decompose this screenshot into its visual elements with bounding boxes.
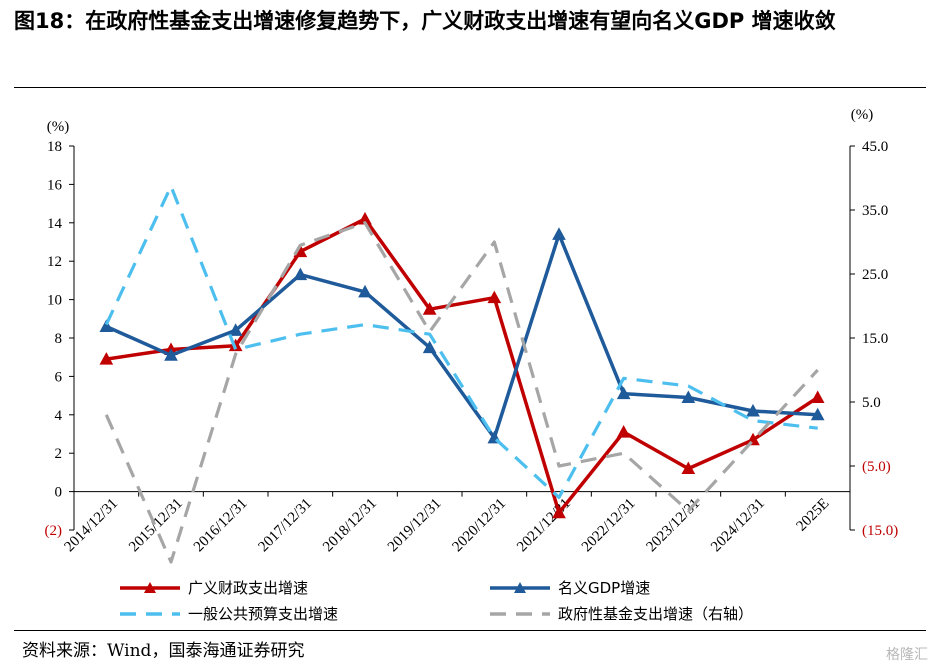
series-2-point [164, 348, 178, 361]
series-2-point [552, 227, 566, 240]
x-tick-label: 2025E [793, 496, 832, 535]
left-tick-label: 16 [47, 177, 63, 193]
x-tick-label: 2015/12/31 [126, 496, 186, 556]
series-2-point [746, 403, 760, 417]
series-1-point [681, 461, 696, 475]
legend-label-3: 一般公共预算支出增速 [188, 605, 338, 623]
left-axis-unit: (%) [47, 119, 70, 135]
series-1-point [99, 352, 114, 365]
right-tick-label: 35.0 [862, 203, 888, 219]
series-2-point [422, 340, 437, 354]
series-1-point [810, 390, 825, 404]
series-line-4 [104, 221, 819, 564]
chart-axes: 18 16 14 12 10 8 6 4 2 0 (2) (%) 45.0 35.0 25.0 15.0 5.0… [45, 107, 899, 555]
x-tick-label: 2022/12/31 [579, 496, 639, 556]
source-note: 资料来源：Wind，国泰海通证券研究 [22, 641, 305, 661]
x-tick-label: 2020/12/31 [450, 496, 510, 556]
series-1-point [552, 505, 566, 519]
x-tick-label: 2014/12/31 [62, 496, 122, 556]
right-tick-label: 15.0 [862, 331, 888, 347]
left-tick-label: 10 [47, 293, 62, 309]
left-tick-label: 4 [55, 408, 63, 424]
series-line-2 [105, 232, 818, 440]
right-tick-label: 5.0 [862, 395, 881, 411]
legend-label-4: 政府性基金支出增速（右轴） [558, 605, 753, 623]
left-tick-label: 12 [47, 254, 62, 270]
source-divider [14, 630, 926, 631]
series-2-point [293, 267, 308, 281]
left-tick-label: (2) [45, 523, 63, 539]
series-2-point [228, 323, 243, 336]
left-tick-label: 0 [55, 485, 63, 501]
left-tick-label: 18 [47, 139, 62, 155]
series-line-3 [104, 184, 818, 499]
series-line-1 [106, 217, 819, 515]
x-tick-label: 2016/12/31 [191, 496, 251, 556]
series-2-point [681, 390, 696, 404]
right-tick-label: 25.0 [862, 267, 888, 283]
left-tick-label: 8 [55, 331, 63, 347]
right-tick-label: 45.0 [862, 139, 888, 155]
x-tick-label: 2024/12/31 [708, 496, 768, 556]
x-tick-label: 2019/12/31 [385, 496, 445, 556]
right-tick-label: (15.0) [862, 523, 898, 539]
legend-marker-2 [514, 582, 526, 593]
series-1-point [487, 290, 502, 304]
x-tick-label: 2017/12/31 [256, 496, 316, 556]
series-2-point [358, 284, 372, 298]
left-tick-label: 6 [55, 369, 63, 385]
x-tick-label: 2018/12/31 [320, 496, 380, 556]
watermark: 格隆汇 [886, 647, 928, 663]
right-tick-label: (5.0) [862, 459, 891, 475]
series-2-point [99, 319, 114, 332]
left-tick-label: 2 [55, 446, 63, 462]
legend-label-1: 广义财政支出增速 [188, 579, 308, 597]
right-axis-unit: (%) [851, 107, 874, 123]
series-1-point [422, 302, 437, 315]
series-1-point [616, 425, 631, 438]
chart-series [99, 184, 825, 564]
title-divider [14, 87, 926, 88]
series-2-point [810, 407, 825, 421]
series-2-point [616, 386, 631, 400]
left-tick-label: 14 [47, 216, 63, 232]
chart-title: 图18：在政府性基金支出增速修复趋势下，广义财政支出增速有望向名义GDP 增速收… [14, 9, 836, 33]
legend-marker-1 [144, 582, 156, 593]
legend-label-2: 名义GDP增速 [558, 579, 650, 597]
